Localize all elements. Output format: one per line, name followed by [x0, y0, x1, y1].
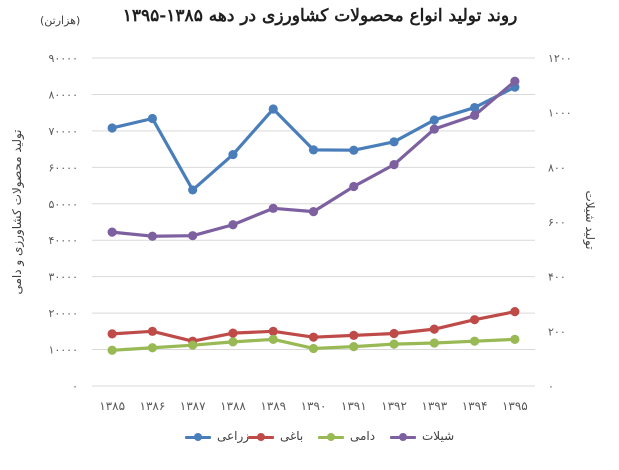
data-point [188, 185, 198, 195]
data-point [188, 340, 198, 350]
x-tick-label: ۱۳۹۵ [502, 399, 528, 413]
data-point [510, 76, 520, 86]
data-point [107, 227, 117, 237]
legend-label: زراعی [217, 429, 250, 443]
data-point [469, 102, 480, 113]
data-point [469, 336, 480, 346]
y-tick-label-right: ۸۰۰ [548, 161, 566, 174]
data-point [308, 145, 319, 155]
legend-marker [257, 433, 265, 441]
data-point [147, 113, 158, 124]
data-point [469, 110, 480, 120]
data-point [107, 123, 117, 133]
y-tick-label-right: ۱۲۰۰ [548, 52, 572, 65]
legend-marker [194, 433, 202, 441]
data-point [228, 337, 238, 347]
data-point [389, 328, 399, 339]
y-tick-label-left: ۲۰۰۰۰ [48, 307, 78, 320]
x-tick-label: ۱۳۹۳ [421, 399, 447, 413]
legend-label: شیلات [422, 429, 455, 443]
x-tick-label: ۱۳۹۱ [341, 399, 367, 413]
data-point [389, 137, 399, 147]
data-point [349, 330, 359, 340]
y-tick-label-left: ۶۰۰۰۰ [48, 161, 78, 174]
data-point [228, 328, 238, 338]
data-point [268, 203, 278, 213]
data-point [228, 149, 238, 160]
x-tick-label: ۱۳۹۲ [381, 399, 407, 413]
x-ticks: ۱۳۸۵ ۱۳۸۶ ۱۳۸۷ ۱۳۸۸ ۱۳۸۹ ۱۳۹۰ ۱۳۹۱ ۱۳۹۲ ۱۳۹۳ ۱۳۹۴… [99, 399, 528, 413]
y-tick-label-left: ۳۰۰۰۰ [48, 271, 78, 284]
data-point [429, 324, 439, 334]
legend-marker [327, 433, 335, 441]
y-tick-label-right: ۴۰۰ [548, 271, 566, 284]
data-point [268, 334, 278, 344]
y-tick-label-left: ۵۰۰۰۰ [48, 198, 78, 211]
y-tick-label-right: ۱۰۰۰ [548, 107, 572, 120]
data-point [308, 343, 319, 354]
y-ticks-left: ۰ ۱۰۰۰۰ ۲۰۰۰۰ ۳۰۰۰۰ ۴۰۰۰۰ ۵۰۰۰۰ ۶۰۰۰۰ ۷۰۰۰۰ ۸۰۰۰… [48, 52, 78, 393]
y-tick-label-left: ۱۰۰۰۰ [48, 344, 78, 357]
data-point [349, 342, 359, 352]
data-point [268, 326, 278, 336]
y-tick-label-right: ۰ [548, 380, 554, 393]
legend: زراعی باغی دامی شیلات [0, 429, 619, 450]
data-point [389, 160, 399, 170]
data-point [510, 334, 520, 344]
data-point [268, 104, 278, 114]
data-point [147, 231, 158, 241]
x-tick-label: ۱۳۸۷ [180, 399, 206, 413]
x-tick-label: ۱۳۸۵ [99, 399, 125, 413]
series-line-0 [110, 85, 517, 192]
data-point [147, 326, 158, 336]
legend-marker [399, 433, 407, 441]
y-tick-label-left: ۹۰۰۰۰ [48, 52, 78, 65]
data-point [469, 315, 480, 325]
data-point [349, 181, 359, 192]
data-point [429, 338, 439, 348]
x-tick-label: ۱۳۹۰ [301, 399, 327, 413]
y-tick-label-right: ۶۰۰ [548, 216, 566, 229]
data-point [349, 145, 359, 155]
y-tick-label-left: ۷۰۰۰۰ [48, 125, 78, 138]
data-point [107, 329, 117, 339]
data-point [510, 307, 520, 317]
series-group [107, 76, 520, 355]
y-ticks-right: ۰ ۲۰۰ ۴۰۰ ۶۰۰ ۸۰۰ ۱۰۰۰ ۱۲۰۰ [548, 52, 572, 393]
grid-lines [92, 57, 535, 387]
data-point [308, 332, 319, 342]
legend-label: دامی [350, 429, 376, 443]
x-tick-label: ۱۳۹۴ [462, 399, 488, 413]
chart-title: روند تولید انواع محصولات کشاورزی در دهه … [122, 6, 518, 26]
y-tick-label-right: ۲۰۰ [548, 325, 566, 338]
data-point [228, 220, 238, 230]
legend-label: باغی [280, 429, 304, 443]
data-point [389, 339, 399, 349]
data-point [147, 343, 158, 353]
y-tick-label-left: ۸۰۰۰۰ [48, 88, 78, 101]
x-tick-label: ۱۳۸۸ [220, 399, 246, 413]
unit-label: (هزارتن) [40, 14, 81, 27]
data-point [107, 345, 117, 355]
data-point [429, 115, 439, 125]
data-point [188, 231, 198, 241]
y-tick-label-left: ۴۰۰۰۰ [48, 234, 78, 247]
x-tick-label: ۱۳۸۹ [260, 399, 286, 413]
x-tick-label: ۱۳۸۶ [140, 399, 166, 413]
data-point [429, 124, 439, 134]
y-tick-label-left: ۰ [72, 380, 78, 393]
data-point [308, 207, 319, 217]
